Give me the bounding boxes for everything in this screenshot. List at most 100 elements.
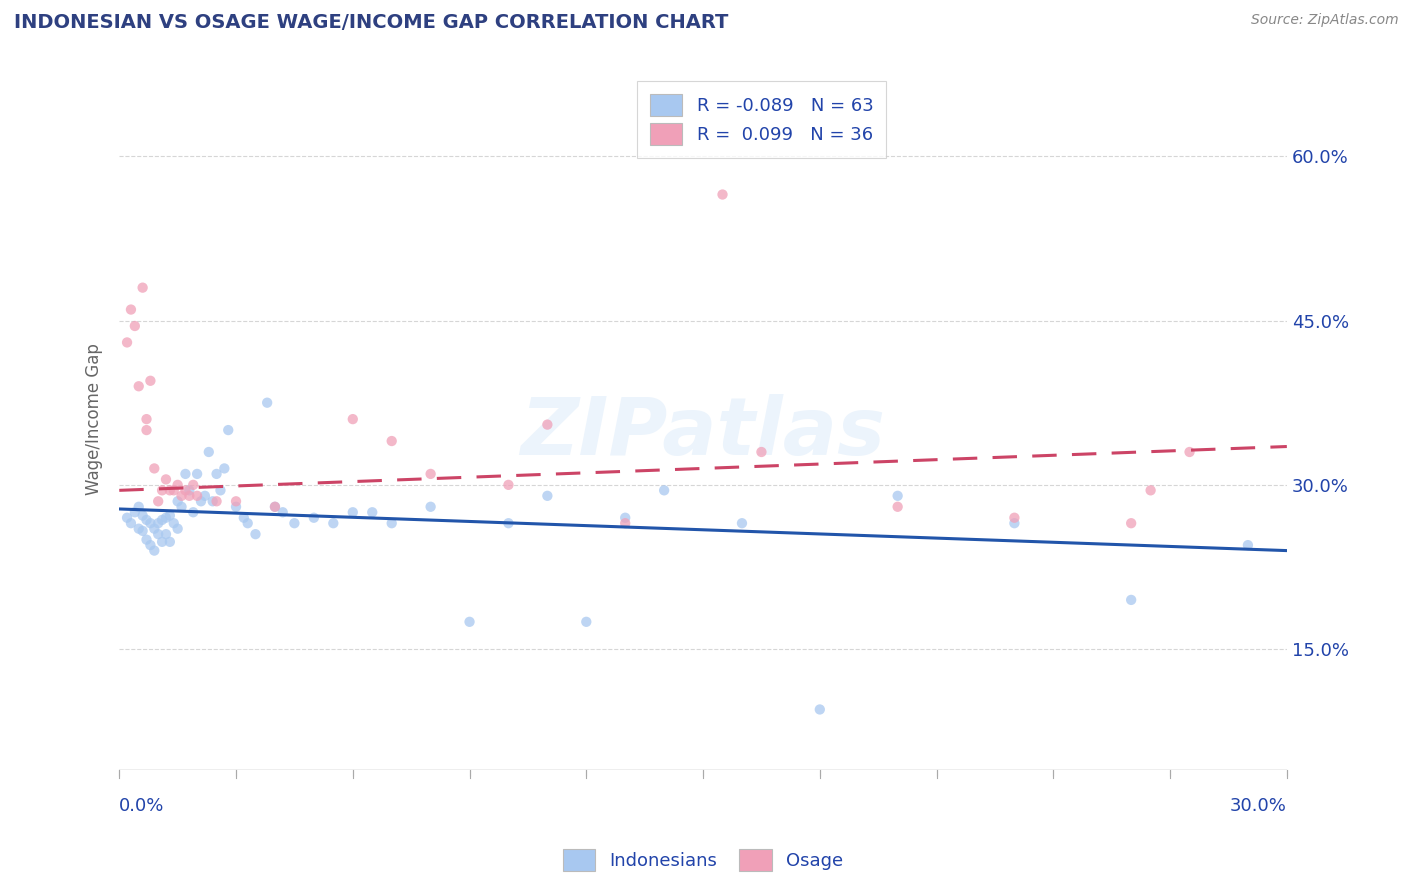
- Point: [731, 516, 754, 531]
- Point: [186, 489, 208, 503]
- Point: [120, 302, 142, 317]
- Point: [197, 445, 219, 459]
- Point: [322, 516, 344, 531]
- Point: [159, 508, 181, 523]
- Point: [181, 505, 204, 519]
- Point: [155, 527, 177, 541]
- Point: [150, 534, 173, 549]
- Point: [128, 379, 150, 393]
- Point: [148, 516, 170, 531]
- Point: [139, 538, 162, 552]
- Text: 0.0%: 0.0%: [120, 797, 165, 815]
- Point: [536, 489, 558, 503]
- Point: [1121, 593, 1143, 607]
- Point: [159, 483, 181, 498]
- Point: [166, 494, 188, 508]
- Point: [159, 534, 181, 549]
- Point: [115, 335, 138, 350]
- Point: [381, 434, 404, 448]
- Point: [1178, 445, 1201, 459]
- Point: [205, 467, 228, 481]
- Point: [201, 494, 224, 508]
- Point: [886, 489, 908, 503]
- Text: 30.0%: 30.0%: [1230, 797, 1286, 815]
- Point: [128, 500, 150, 514]
- Point: [120, 516, 142, 531]
- Point: [256, 395, 278, 409]
- Point: [886, 500, 908, 514]
- Point: [808, 702, 831, 716]
- Point: [419, 467, 441, 481]
- Point: [150, 513, 173, 527]
- Legend: Indonesians, Osage: Indonesians, Osage: [555, 842, 851, 879]
- Point: [179, 489, 201, 503]
- Point: [124, 505, 146, 519]
- Point: [209, 483, 232, 498]
- Point: [135, 412, 157, 426]
- Point: [174, 483, 197, 498]
- Point: [271, 505, 294, 519]
- Point: [174, 467, 197, 481]
- Point: [194, 489, 217, 503]
- Point: [135, 423, 157, 437]
- Point: [181, 478, 204, 492]
- Point: [205, 494, 228, 508]
- Point: [614, 510, 637, 524]
- Legend: R = -0.089   N = 63, R =  0.099   N = 36: R = -0.089 N = 63, R = 0.099 N = 36: [637, 81, 886, 158]
- Point: [614, 516, 637, 531]
- Point: [419, 500, 441, 514]
- Point: [166, 478, 188, 492]
- Point: [139, 374, 162, 388]
- Point: [536, 417, 558, 432]
- Point: [131, 524, 153, 538]
- Point: [232, 510, 254, 524]
- Point: [170, 489, 193, 503]
- Point: [342, 412, 364, 426]
- Point: [342, 505, 364, 519]
- Point: [143, 543, 166, 558]
- Point: [135, 513, 157, 527]
- Point: [302, 510, 325, 524]
- Point: [283, 516, 305, 531]
- Point: [148, 527, 170, 541]
- Point: [1121, 516, 1143, 531]
- Point: [361, 505, 384, 519]
- Point: [128, 522, 150, 536]
- Point: [124, 318, 146, 333]
- Point: [150, 483, 173, 498]
- Point: [1002, 516, 1025, 531]
- Point: [214, 461, 236, 475]
- Point: [170, 500, 193, 514]
- Point: [711, 187, 734, 202]
- Point: [148, 494, 170, 508]
- Point: [652, 483, 675, 498]
- Point: [131, 508, 153, 523]
- Point: [1237, 538, 1260, 552]
- Point: [155, 510, 177, 524]
- Point: [458, 615, 481, 629]
- Point: [498, 516, 520, 531]
- Point: [186, 467, 208, 481]
- Point: [236, 516, 259, 531]
- Point: [245, 527, 267, 541]
- Point: [163, 516, 186, 531]
- Point: [264, 500, 287, 514]
- Text: ZIPatlas: ZIPatlas: [520, 394, 886, 472]
- Point: [155, 472, 177, 486]
- Point: [166, 522, 188, 536]
- Text: INDONESIAN VS OSAGE WAGE/INCOME GAP CORRELATION CHART: INDONESIAN VS OSAGE WAGE/INCOME GAP CORR…: [14, 13, 728, 32]
- Point: [190, 494, 212, 508]
- Point: [225, 500, 247, 514]
- Y-axis label: Wage/Income Gap: Wage/Income Gap: [86, 343, 103, 495]
- Point: [217, 423, 239, 437]
- Point: [498, 478, 520, 492]
- Point: [179, 483, 201, 498]
- Point: [115, 510, 138, 524]
- Point: [143, 522, 166, 536]
- Point: [575, 615, 598, 629]
- Point: [135, 533, 157, 547]
- Point: [1002, 510, 1025, 524]
- Point: [131, 280, 153, 294]
- Point: [143, 461, 166, 475]
- Text: Source: ZipAtlas.com: Source: ZipAtlas.com: [1251, 13, 1399, 28]
